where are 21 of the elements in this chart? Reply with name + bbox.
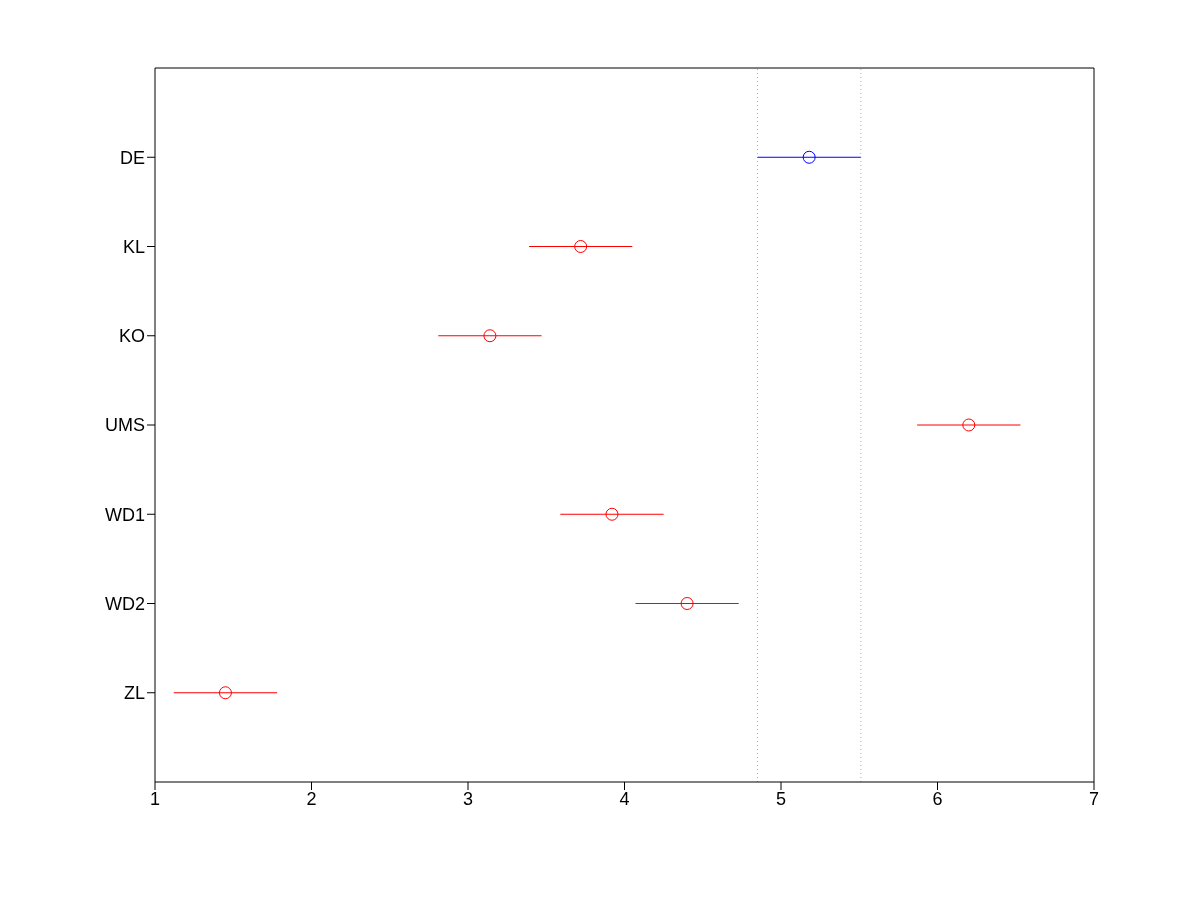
y-tick-label: WD1 [105, 504, 145, 525]
x-tick-label: 5 [775, 788, 787, 809]
x-tick-label: 3 [462, 788, 474, 809]
point [605, 507, 619, 521]
point [218, 686, 232, 700]
y-tick-label: WD2 [105, 593, 145, 614]
y-tick-label: UMS [105, 415, 145, 436]
point [680, 597, 694, 610]
x-tick-label: 6 [932, 788, 943, 809]
point [574, 240, 588, 253]
x-tick-label: 2 [306, 788, 317, 809]
x-tick-label: 1 [149, 788, 161, 809]
point [962, 418, 976, 432]
point [802, 150, 816, 164]
y-tick-label: KO [118, 326, 145, 347]
y-tick-label: DE [119, 147, 145, 168]
x-tick-label: 7 [1088, 788, 1100, 809]
y-tick-label: ZL [123, 683, 145, 704]
point [483, 329, 497, 343]
x-tick-label: 4 [619, 788, 630, 809]
y-tick-label: KL [122, 236, 145, 257]
